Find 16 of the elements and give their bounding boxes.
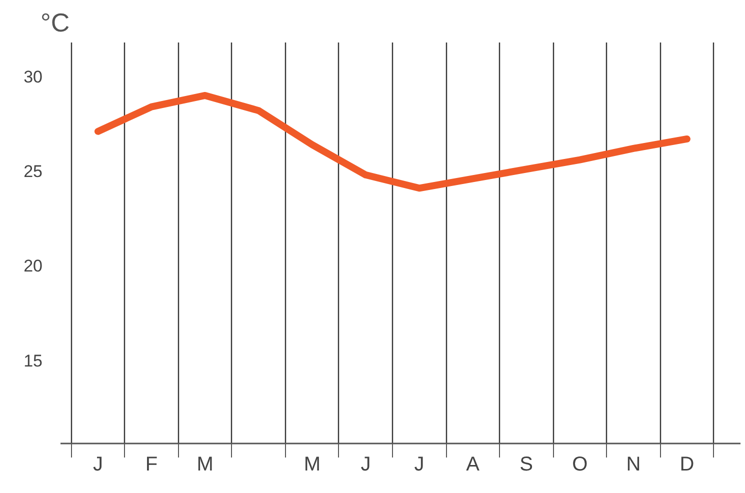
x-tick-label: D [680, 454, 694, 476]
y-tick-label: 15 [24, 351, 43, 370]
x-tick-label: J [92, 454, 103, 476]
x-tick-label: A [466, 454, 480, 476]
x-tick-label: J [360, 454, 371, 476]
x-tick-label: M [304, 454, 320, 476]
x-tick-label: J [414, 454, 424, 476]
y-axis-title: °C [40, 8, 70, 38]
y-tick-label: 30 [24, 68, 43, 87]
x-tick-label: O [572, 454, 588, 476]
x-tick-label: F [145, 454, 158, 476]
x-tick-label: M [196, 454, 214, 476]
y-tick-label: 20 [24, 256, 43, 276]
x-tick-label: S [520, 454, 533, 476]
y-tick-label: 25 [24, 162, 43, 182]
x-tick-label: N [626, 454, 641, 476]
